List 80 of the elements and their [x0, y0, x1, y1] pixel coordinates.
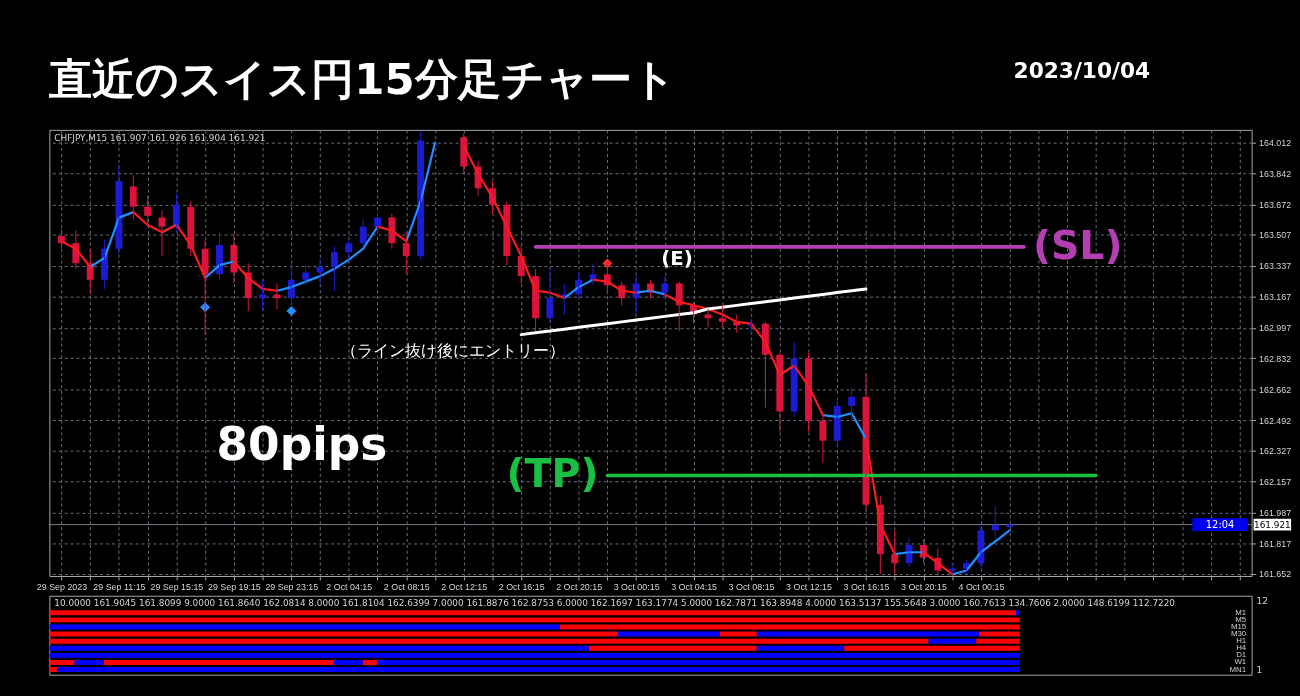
y-tick-label: 163.672	[1259, 199, 1292, 210]
bar	[719, 631, 757, 637]
candlestick	[718, 304, 726, 328]
x-tick-label: 3 Oct 04:15	[671, 582, 718, 593]
x-tick-label: 2 Oct 08:15	[383, 582, 430, 593]
line-series	[519, 287, 868, 337]
y-tick-label: W1	[1234, 657, 1247, 667]
y-tick-label: 162.327	[1259, 445, 1292, 456]
bar	[103, 659, 334, 665]
x-tick-label: 29 Sep 11:15	[93, 582, 146, 593]
bar	[74, 659, 104, 665]
y-tick-label: 163.507	[1259, 230, 1292, 241]
y-tick-label: D1	[1236, 650, 1247, 660]
y-tick-label: M30	[1230, 629, 1247, 639]
bar	[756, 631, 980, 637]
ref-line-label: 161.921	[1254, 519, 1291, 530]
candlestick	[302, 264, 310, 286]
series-label: (SL)	[1032, 221, 1123, 268]
y-tick-label: 162.832	[1259, 353, 1292, 364]
x-tick-label: 2 Oct 20:15	[556, 582, 603, 593]
annotation: 12:04	[1205, 518, 1235, 530]
bar	[49, 638, 929, 644]
x-tick-label: 29 Sep 2023	[36, 582, 88, 593]
y-tick-label: 162.492	[1259, 415, 1292, 426]
y-tick-label: 161.652	[1259, 569, 1292, 580]
y-tick-label: 161.987	[1259, 508, 1292, 519]
candlestick	[948, 562, 956, 575]
x-tick-label: 4 Oct 00:15	[958, 582, 1005, 593]
bar	[333, 659, 363, 665]
y-tick-label: H1	[1236, 636, 1247, 646]
y-tick-label: 161.817	[1259, 539, 1292, 550]
x-tick-label: 2 Oct 16:15	[498, 582, 545, 593]
y-tick-label: 163.842	[1259, 168, 1292, 179]
y-tick-label: H4	[1236, 643, 1247, 653]
y-tick-label: 163.167	[1259, 292, 1292, 303]
y-tick-label: M1	[1235, 607, 1247, 617]
annotation: 10.0000 161.9045 161.8099 9.0000 161.8640 162.0814 8.0000 161.8104 162.6399 7.0000 161.8876 162.8753 6.0000 162.1697 163.1774 5.0000 162.7871 163.8948 4.0000 163.5137 155.5648 3.0000 160.7613 134.7606 2.0000 148.6199 112.7220	[54, 597, 1176, 608]
y-tick-label: 163.337	[1259, 261, 1292, 272]
y-tick-label: 164.012	[1259, 137, 1292, 148]
x-tick-label: 3 Oct 20:15	[901, 582, 947, 593]
bar	[979, 631, 1020, 637]
annotation: （ライン抜け後にエントリー）	[341, 340, 566, 360]
x-tick-label: 29 Sep 19:15	[207, 582, 261, 593]
annotation: 80pips	[216, 417, 388, 471]
series-label: (TP)	[506, 450, 599, 497]
text: 1	[1256, 664, 1263, 675]
x-tick-label: 2 Oct 04:15	[326, 582, 373, 593]
candlestick	[259, 279, 267, 310]
x-tick-label: 29 Sep 15:15	[150, 582, 204, 593]
annotation: CHFJPY,M15 161.907 161.926 161.904 161.921	[54, 132, 266, 143]
x-tick-label: 3 Oct 16:15	[843, 582, 890, 593]
y-tick-label: M15	[1230, 621, 1247, 631]
x-tick-label: 3 Oct 00:15	[613, 582, 660, 593]
bar	[928, 638, 977, 644]
chart-title: 直近のスイス円15分足チャート	[48, 54, 676, 105]
x-tick-label: 2 Oct 12:15	[441, 582, 488, 593]
chart-subtitle: 2023/10/04	[1013, 57, 1151, 83]
bar	[49, 610, 1016, 616]
y-tick-label: M5	[1235, 614, 1247, 624]
y-tick-label: MN1	[1229, 664, 1247, 674]
x-tick-label: 3 Oct 08:15	[728, 582, 775, 593]
bar	[49, 659, 75, 665]
point	[602, 258, 613, 269]
x-tick-label: 29 Sep 23:15	[265, 582, 319, 593]
bar	[49, 667, 58, 673]
y-tick-label: 162.662	[1259, 384, 1292, 395]
annotation: (E)	[661, 247, 693, 271]
point	[286, 305, 297, 316]
bar	[1015, 610, 1020, 616]
bar	[57, 667, 1020, 673]
bar	[49, 631, 619, 637]
bar	[377, 659, 1020, 665]
y-tick-label: 162.997	[1259, 323, 1292, 334]
bar	[976, 638, 1020, 644]
y-tick-label: 162.157	[1259, 476, 1292, 487]
bar	[49, 617, 1020, 623]
x-tick-label: 3 Oct 12:15	[786, 582, 833, 593]
bar	[618, 631, 720, 637]
text: 12	[1256, 595, 1268, 606]
bar	[362, 659, 378, 665]
